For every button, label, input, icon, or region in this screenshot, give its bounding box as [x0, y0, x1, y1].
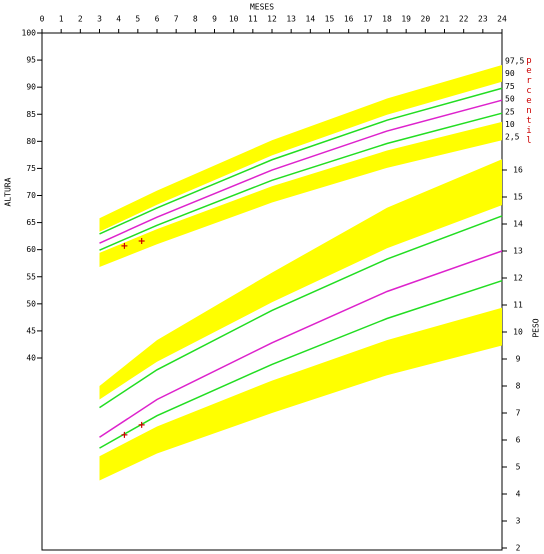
percentile-line: [99, 279, 503, 449]
percentile-line: [99, 250, 503, 438]
x-tick-label: 21: [440, 15, 450, 24]
x-tick-label: 13: [286, 15, 296, 24]
x-tick-label: 24: [497, 15, 507, 24]
x-tick-label: 0: [40, 15, 45, 24]
data-point: [138, 238, 145, 244]
percentile-label: 75: [505, 82, 515, 91]
percentile-label: 90: [505, 69, 515, 78]
y-tick-label: 95: [26, 56, 36, 65]
y-tick-label: 70: [26, 191, 36, 200]
x-tick-label: 15: [325, 15, 335, 24]
x-tick-label: 16: [344, 15, 354, 24]
y2-tick-label: 2: [516, 544, 521, 553]
y-tick-label: 75: [26, 164, 36, 173]
y-tick-label: 65: [26, 218, 36, 227]
y-tick-label: 45: [26, 326, 36, 335]
percentile-band: [99, 64, 502, 232]
data-point: [121, 242, 128, 249]
y-tick-label: 40: [26, 354, 36, 363]
y2-tick-label: 11: [513, 301, 523, 310]
x-tick-label: 9: [212, 15, 217, 24]
y2-tick-label: 16: [513, 166, 523, 175]
y-tick-label: 55: [26, 272, 36, 281]
x-tick-label: 5: [135, 15, 140, 24]
y2-tick-label: 3: [516, 517, 521, 526]
x-tick-label: 23: [478, 15, 488, 24]
y2-tick-label: 4: [516, 490, 521, 499]
x-tick-label: 7: [174, 15, 179, 24]
percentile-line: [99, 87, 503, 235]
y2-tick-label: 12: [513, 274, 523, 283]
y2-tick-label: 9: [516, 355, 521, 364]
y2-tick-label: 15: [513, 193, 523, 202]
percentile-line: [99, 112, 503, 251]
x-tick-label: 20: [421, 15, 431, 24]
bands: [99, 64, 502, 481]
y2-tick-label: 5: [516, 463, 521, 472]
y-tick-label: 90: [26, 83, 36, 92]
y-tick-label: 50: [26, 299, 36, 308]
percentile-line: [99, 99, 503, 244]
percentile-label: 50: [505, 95, 515, 104]
x-tick-label: 2: [78, 15, 83, 24]
y2-tick-label: 7: [516, 409, 521, 418]
x-tick-label: 10: [229, 15, 239, 24]
percentile-label: 25: [505, 107, 515, 116]
x-tick-label: 22: [459, 15, 469, 24]
y2-tick-label: 10: [513, 328, 523, 337]
data-point: [121, 431, 128, 438]
y2-tick-label: 13: [513, 247, 523, 256]
y-tick-label: 100: [22, 29, 37, 38]
y2-tick-label: 6: [516, 436, 521, 445]
x-tick-label: 3: [97, 15, 102, 24]
percentile-band: [99, 121, 502, 267]
y2-axis-label: PESO: [532, 318, 541, 337]
x-tick-label: 11: [248, 15, 258, 24]
x-tick-label: 12: [267, 15, 277, 24]
y2-tick-label: 14: [513, 220, 523, 229]
percentile-band: [99, 159, 502, 400]
percentile-label: 97,5: [505, 57, 524, 66]
x-tick-label: 18: [382, 15, 392, 24]
x-axis-label: MESES: [250, 3, 274, 12]
data-point: [138, 421, 145, 428]
percentile-line: [99, 215, 503, 409]
y-axis-label: ALTURA: [4, 177, 13, 206]
x-tick-label: 6: [155, 15, 160, 24]
x-tick-label: 8: [193, 15, 198, 24]
x-tick-label: 4: [116, 15, 121, 24]
x-tick-label: 17: [363, 15, 373, 24]
y2-tick-label: 8: [516, 382, 521, 391]
x-tick-label: 1: [59, 15, 64, 24]
percentile-label: 10: [505, 120, 515, 129]
percentile-band: [99, 307, 502, 481]
percentile-title: percentil: [524, 56, 534, 146]
x-tick-label: 19: [401, 15, 411, 24]
y-tick-label: 85: [26, 110, 36, 119]
y-tick-label: 60: [26, 245, 36, 254]
y-tick-label: 80: [26, 137, 36, 146]
lines: [99, 87, 503, 449]
x-tick-label: 14: [306, 15, 316, 24]
percentile-label: 2,5: [505, 133, 520, 142]
